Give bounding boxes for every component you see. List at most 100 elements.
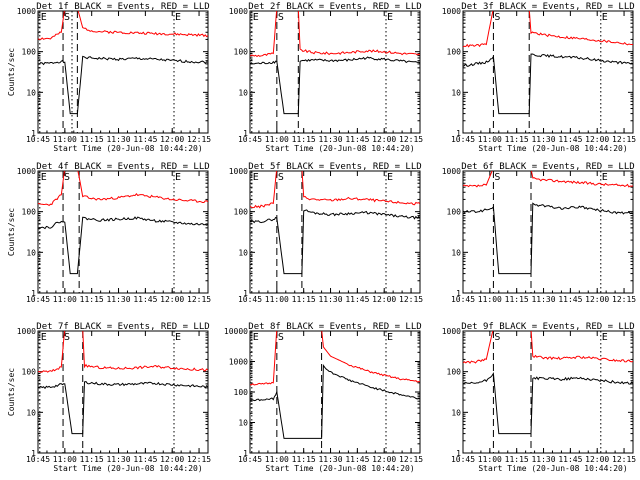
x-tick-label: 11:15 (292, 455, 316, 464)
event-marker-label: E (602, 12, 608, 23)
event-marker-label: E (253, 172, 259, 183)
x-tick-label: 11:15 (80, 455, 104, 464)
panel-title: Det 3f BLACK = Events, RED = LLD (461, 2, 634, 12)
event-marker-label: S (64, 12, 70, 23)
x-tick-label: 11:45 (558, 135, 582, 144)
x-tick-label: 11:30 (106, 295, 130, 304)
x-axis-label: Start Time (20-Jun-08 10:44:20) (478, 144, 627, 153)
x-tick-label: 12:15 (612, 455, 636, 464)
chart-panel: Det 6f BLACK = Events, RED = LLD 1 10 100 10… (442, 162, 637, 304)
chart-panel: Det 8f BLACK = Events, RED = LLD 1 10 100 10… (224, 322, 423, 473)
x-tick-label: 11:45 (345, 135, 369, 144)
events-series-line (38, 381, 208, 435)
event-marker-label: E (41, 172, 47, 183)
y-tick-label: 1 (243, 129, 248, 138)
x-tick-label: 10:45 (451, 295, 475, 304)
event-marker-label: E (602, 172, 608, 183)
x-tick-label: 10:45 (26, 295, 50, 304)
x-tick-label: 12:00 (585, 295, 609, 304)
x-tick-label: 10:45 (26, 135, 50, 144)
events-series-line (463, 371, 633, 435)
plot-frame (462, 170, 634, 294)
chart-panel: Det 4f BLACK = Events, RED = LLD 1 10 100 10… (7, 162, 211, 304)
plot-frame (462, 10, 634, 134)
events-series-line (250, 209, 420, 275)
x-tick-label: 11:30 (318, 455, 342, 464)
x-tick-label: 11:00 (478, 295, 502, 304)
event-marker-label: E (41, 332, 47, 343)
y-axis-label: Counts/sec (7, 368, 16, 416)
x-tick-label: 11:30 (531, 455, 555, 464)
x-tick-label: 12:15 (187, 295, 211, 304)
x-axis-label: Start Time (20-Jun-08 10:44:20) (53, 464, 202, 473)
x-tick-label: 12:15 (399, 135, 423, 144)
x-tick-label: 11:00 (53, 455, 77, 464)
lld-series-line (38, 11, 208, 40)
panel-title: Det 6f BLACK = Events, RED = LLD (461, 162, 634, 172)
x-tick-label: 11:15 (80, 135, 104, 144)
plot-frame (249, 170, 421, 294)
x-axis-label: Start Time (20-Jun-08 10:44:20) (478, 464, 627, 473)
x-tick-label: 11:15 (505, 135, 529, 144)
x-tick-label: 11:30 (531, 135, 555, 144)
x-axis-label: Start Time (20-Jun-08 10:44:20) (53, 144, 202, 153)
x-tick-label: 11:45 (345, 455, 369, 464)
x-tick-label: 10:45 (451, 135, 475, 144)
x-tick-label: 11:00 (265, 455, 289, 464)
plot-frame (37, 330, 209, 454)
events-series-line (38, 55, 208, 115)
event-marker-label: E (175, 172, 181, 183)
x-tick-label: 11:15 (505, 295, 529, 304)
chart-panel: Det 7f BLACK = Events, RED = LLD 1 10 100 10… (7, 322, 211, 473)
x-tick-label: 11:45 (133, 295, 157, 304)
events-series-line (463, 53, 633, 115)
event-marker-label: E (387, 12, 393, 23)
x-tick-label: 11:00 (265, 135, 289, 144)
y-tick-label: 100 (447, 368, 462, 377)
event-marker-label: S (494, 172, 500, 183)
x-tick-label: 11:00 (53, 135, 77, 144)
y-tick-label: 1 (243, 449, 248, 458)
y-tick-label: 1 (456, 129, 461, 138)
y-tick-label: 1 (243, 289, 248, 298)
lld-series-line (250, 11, 420, 58)
x-tick-label: 12:00 (160, 295, 184, 304)
y-tick-label: 100 (447, 48, 462, 57)
panel-title: Det 2f BLACK = Events, RED = LLD (248, 2, 421, 12)
y-tick-label: 1000 (229, 167, 248, 176)
event-marker-label: S (278, 172, 284, 183)
events-series-line (250, 364, 420, 439)
plot-frame (37, 170, 209, 294)
event-marker-label: S (278, 12, 284, 23)
x-tick-label: 12:15 (612, 135, 636, 144)
y-tick-label: 10 (451, 88, 461, 97)
event-marker-label: E (253, 12, 259, 23)
y-axis-label: Counts/sec (7, 48, 16, 96)
event-marker-label: E (175, 12, 181, 23)
y-tick-label: 1 (456, 449, 461, 458)
event-marker-label: E (387, 332, 393, 343)
plot-frame (462, 330, 634, 454)
x-tick-label: 12:00 (372, 135, 396, 144)
event-marker-label: E (387, 172, 393, 183)
event-marker-label: S (64, 172, 70, 183)
x-tick-label: 10:45 (238, 455, 262, 464)
y-tick-label: 1 (456, 289, 461, 298)
y-tick-label: 100 (22, 208, 37, 217)
lld-series-line (463, 331, 633, 364)
x-tick-label: 11:45 (558, 455, 582, 464)
event-marker-label: E (602, 332, 608, 343)
y-tick-label: 10000 (224, 327, 248, 336)
event-marker-label: S (64, 332, 70, 343)
chart-panel: Det 5f BLACK = Events, RED = LLD 1 10 100 10… (229, 162, 424, 304)
x-tick-label: 11:45 (345, 295, 369, 304)
x-tick-label: 10:45 (451, 455, 475, 464)
lld-series-line (38, 171, 208, 207)
x-tick-label: 11:30 (318, 135, 342, 144)
y-tick-label: 1000 (17, 327, 36, 336)
y-tick-label: 100 (234, 388, 249, 397)
x-tick-label: 11:00 (478, 455, 502, 464)
x-tick-label: 11:30 (106, 455, 130, 464)
events-series-line (250, 56, 420, 115)
panel-title: Det 5f BLACK = Events, RED = LLD (248, 162, 421, 172)
